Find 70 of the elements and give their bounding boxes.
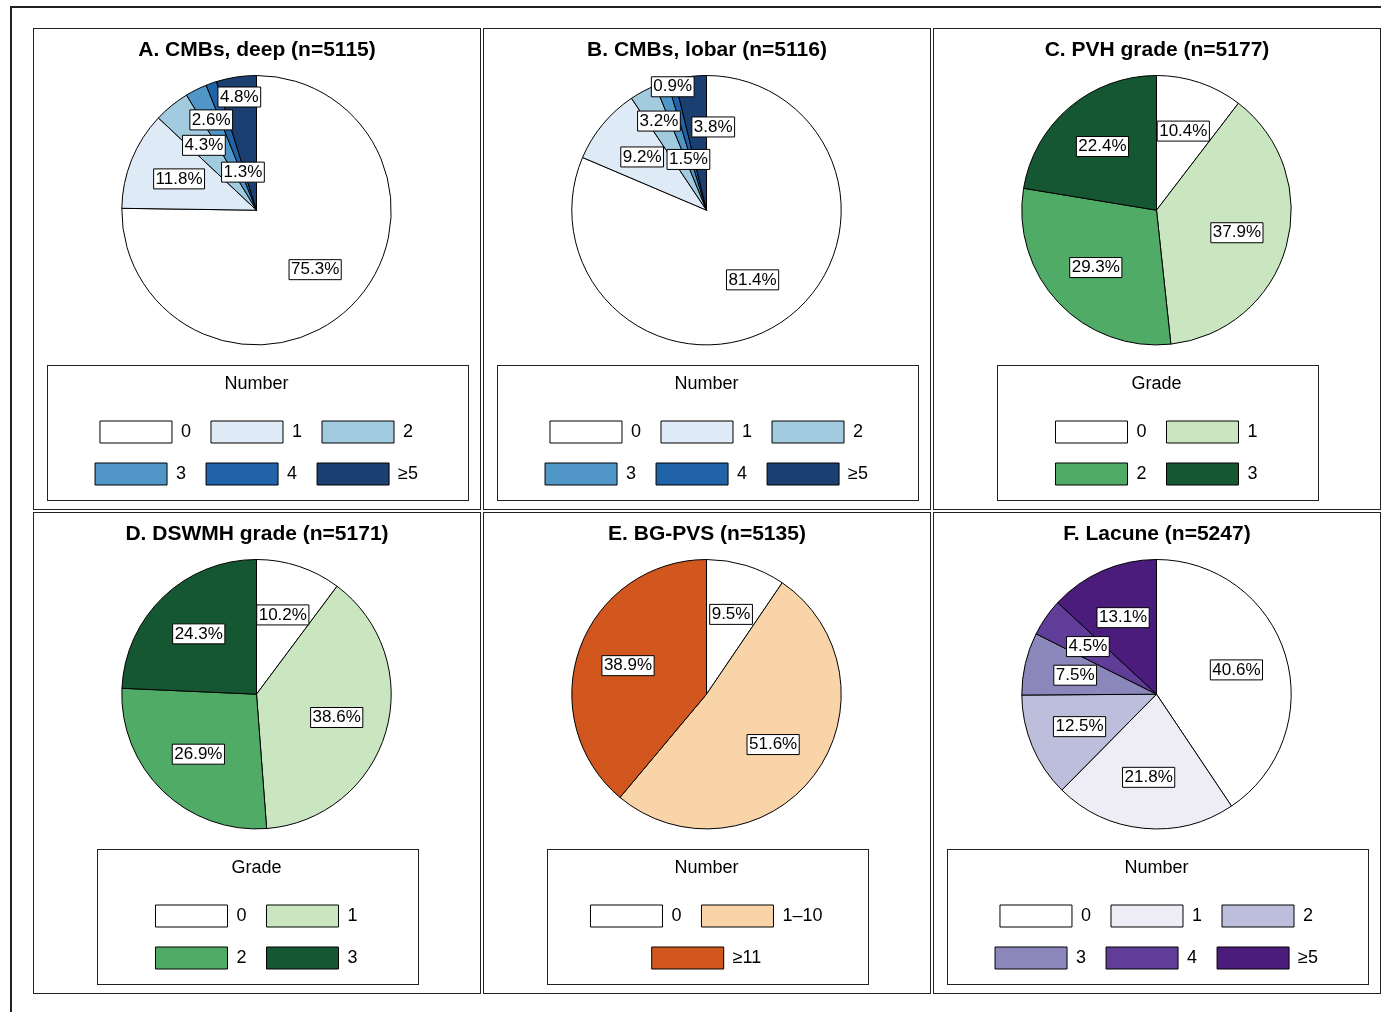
legend-label: 1 <box>347 904 358 925</box>
legend-label: 1–10 <box>782 904 823 925</box>
legend-label: 3 <box>626 462 637 483</box>
data-label: 4.8% <box>219 86 259 106</box>
legend-label: ≥5 <box>848 462 868 483</box>
chart-title: D. DSWMH grade (n=5171) <box>124 521 390 545</box>
data-label: 7.5% <box>1055 664 1095 684</box>
data-label: 12.5% <box>1055 716 1104 736</box>
legend-title: Grade <box>231 857 282 878</box>
legend-label: 0 <box>180 420 191 441</box>
data-label: 38.6% <box>312 707 361 727</box>
data-label: 0.9% <box>653 76 693 96</box>
data-label: 51.6% <box>749 734 798 754</box>
legend-label: 3 <box>347 946 358 967</box>
data-label: 9.5% <box>711 604 751 624</box>
data-label: 3.2% <box>639 110 679 130</box>
legend-label: 0 <box>1080 904 1091 925</box>
data-label: 29.3% <box>1071 257 1120 277</box>
legend-label: ≥11 <box>732 946 762 967</box>
data-label: 24.3% <box>174 623 223 643</box>
data-label: 75.3% <box>291 259 340 279</box>
data-label: 81.4% <box>728 269 777 289</box>
chart-title: C. PVH grade (n=5177) <box>1043 37 1271 61</box>
data-label: 10.4% <box>1159 120 1208 140</box>
data-label: 37.9% <box>1212 222 1262 242</box>
data-label: 11.8% <box>155 168 203 188</box>
legend-title: Number <box>1124 857 1189 878</box>
legend-label: 3 <box>1247 462 1258 483</box>
data-label: 9.2% <box>622 146 662 166</box>
legend-label: ≥5 <box>1298 946 1318 967</box>
legend-label: 2 <box>853 420 864 441</box>
legend-label: 2 <box>1136 462 1147 483</box>
legend-label: 0 <box>671 904 682 925</box>
legend-label: 0 <box>236 904 247 925</box>
data-label: 40.6% <box>1212 659 1261 679</box>
legend-label: 4 <box>287 462 298 483</box>
legend-label: 3 <box>1076 946 1087 967</box>
data-label: 4.3% <box>184 135 224 154</box>
chart-title: B. CMBs, lobar (n=5116) <box>586 37 828 61</box>
legend-label: 2 <box>236 946 247 967</box>
legend-label: 0 <box>630 420 641 441</box>
legend-label: 0 <box>1136 420 1147 441</box>
data-label: 2.6% <box>191 109 231 129</box>
chart-title: E. BG-PVS (n=5135) <box>607 521 807 545</box>
data-label: 26.9% <box>174 743 223 763</box>
legend-label: 2 <box>1303 904 1314 925</box>
legend-label: 1 <box>1191 904 1203 925</box>
legend-title: Number <box>674 373 739 394</box>
legend-title: Number <box>224 373 289 394</box>
legend-title: Number <box>674 857 739 878</box>
chart-title: F. Lacune (n=5247) <box>1062 521 1252 545</box>
legend-label: 2 <box>403 420 414 441</box>
data-label: 1.5% <box>669 149 708 169</box>
legend-label: 1 <box>741 420 753 441</box>
data-label: 22.4% <box>1078 136 1127 156</box>
chart-title: A. CMBs, deep (n=5115) <box>137 37 377 61</box>
data-label: 21.8% <box>1124 767 1173 787</box>
legend-title: Grade <box>1131 373 1182 394</box>
legend-label: 1 <box>1247 420 1258 441</box>
data-label: 4.5% <box>1068 636 1108 656</box>
legend-label: 4 <box>737 462 748 483</box>
legend-label: 1 <box>291 420 303 441</box>
legend-label: 4 <box>1187 946 1198 967</box>
legend-label: ≥5 <box>398 462 418 483</box>
legend-label: 3 <box>176 462 187 483</box>
data-label: 13.1% <box>1098 607 1148 627</box>
data-label: 10.2% <box>258 604 307 624</box>
data-label: 1.3% <box>223 161 263 181</box>
data-label: 3.8% <box>693 116 733 136</box>
data-label: 38.9% <box>603 655 653 675</box>
